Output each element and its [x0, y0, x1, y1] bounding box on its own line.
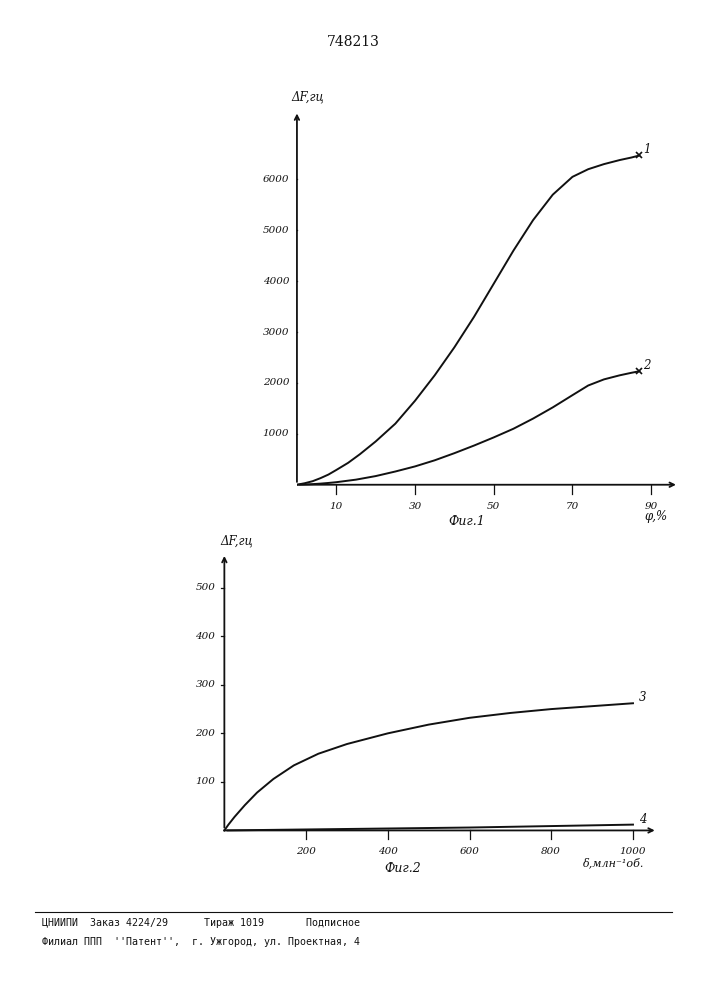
Text: 6000: 6000 [262, 175, 289, 184]
Text: 400: 400 [196, 632, 216, 641]
Text: Фиг.1: Фиг.1 [448, 515, 485, 528]
Text: 600: 600 [460, 847, 479, 856]
Text: 70: 70 [566, 502, 579, 511]
Text: Фиг.2: Фиг.2 [385, 862, 421, 875]
Text: 30: 30 [409, 502, 421, 511]
Text: 100: 100 [196, 777, 216, 786]
Text: 1000: 1000 [620, 847, 646, 856]
Text: ΔF,гц: ΔF,гц [291, 91, 324, 104]
Text: 800: 800 [542, 847, 561, 856]
Text: 2000: 2000 [262, 378, 289, 387]
Text: 5000: 5000 [262, 226, 289, 235]
Text: 200: 200 [196, 729, 216, 738]
Text: ЦНИИПИ  Заказ 4224/29      Тираж 1019       Подписное: ЦНИИПИ Заказ 4224/29 Тираж 1019 Подписно… [42, 918, 361, 928]
Text: 400: 400 [378, 847, 398, 856]
Text: 300: 300 [196, 680, 216, 689]
Text: 10: 10 [329, 502, 343, 511]
Text: 1: 1 [643, 143, 651, 156]
Text: 500: 500 [196, 583, 216, 592]
Text: ΔF,гц: ΔF,гц [221, 535, 253, 548]
Text: φ,%: φ,% [644, 510, 667, 523]
Text: 50: 50 [487, 502, 501, 511]
Text: 90: 90 [645, 502, 658, 511]
Text: 3000: 3000 [262, 328, 289, 337]
Text: 748213: 748213 [327, 35, 380, 49]
Text: 200: 200 [296, 847, 316, 856]
Text: 3: 3 [639, 691, 647, 704]
Text: 2: 2 [643, 359, 651, 372]
Text: 4000: 4000 [262, 277, 289, 286]
Text: 4: 4 [639, 813, 647, 826]
Text: Филиал ППП  ''Патент'',  г. Ужгород, ул. Проектная, 4: Филиал ППП ''Патент'', г. Ужгород, ул. П… [42, 937, 361, 947]
Text: 1000: 1000 [262, 429, 289, 438]
Text: δ,млн⁻¹об.: δ,млн⁻¹об. [583, 857, 645, 868]
